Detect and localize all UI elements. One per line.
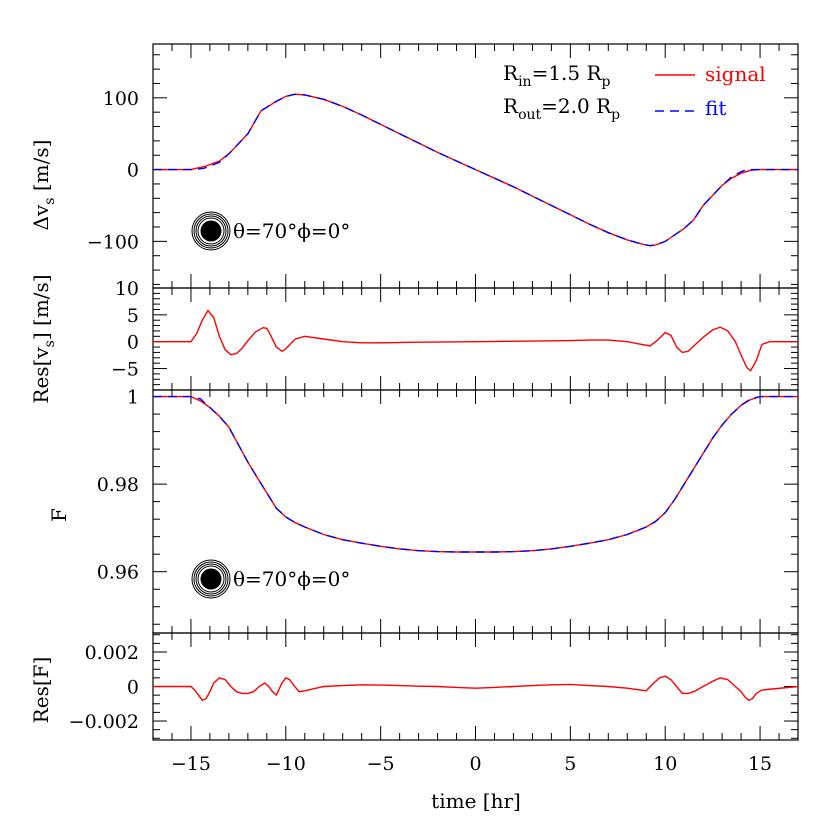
- x-tick-label: −15: [171, 753, 211, 775]
- y-tick-label: 0: [127, 332, 139, 354]
- velocity-panel: −100 0 100: [87, 43, 799, 289]
- planet-ring-icon: [191, 559, 231, 599]
- velocity-residual-panel: −5 0 5 10: [111, 278, 799, 391]
- plot-frame: [152, 43, 799, 289]
- planet-annotation-top: θ=70°ϕ=0°: [191, 211, 350, 251]
- x-tick-label: −10: [266, 753, 306, 775]
- angle-annotation: θ=70°ϕ=0°: [233, 219, 350, 243]
- y-tick-label: 1: [127, 387, 139, 409]
- y-tick-label: 5: [127, 305, 139, 327]
- y-tick-label: 0: [127, 160, 139, 182]
- ylabel-velocity: Δvs [m/s]: [29, 140, 58, 231]
- planet-ring-icon: [191, 211, 231, 251]
- flux-panel: 0.96 0.98 1: [97, 387, 799, 634]
- legend-fit-label: fit: [705, 96, 726, 120]
- x-tick-label: 5: [564, 753, 576, 775]
- plot-frame: [152, 389, 799, 634]
- ylabel-flux: F: [47, 508, 71, 522]
- y-tick-label: −0.002: [69, 711, 139, 733]
- ylabel-flux-residual: Res[F]: [29, 657, 53, 724]
- x-tick-label: 15: [748, 753, 772, 775]
- legend-r-in: Rin=1.5 Rp: [503, 61, 611, 90]
- x-tick-label: −5: [367, 753, 395, 775]
- y-tick-label: 0.98: [97, 474, 139, 496]
- angle-annotation: θ=70°ϕ=0°: [233, 567, 350, 591]
- y-tick-label: 0.002: [85, 642, 139, 664]
- residual-series-line: [153, 675, 798, 702]
- y-tick-label: 100: [103, 88, 139, 110]
- xlabel: time [hr]: [431, 789, 521, 813]
- y-tick-label: −100: [87, 231, 139, 253]
- residual-series-line: [153, 309, 798, 372]
- signal-series-line: [153, 395, 798, 553]
- legend-r-out: Rout=2.0 Rp: [503, 94, 620, 123]
- fit-series-line: [153, 395, 798, 553]
- flux-residual-panel: −0.002 0 0.002 −15 −10 −5 0 5 10 15: [69, 632, 799, 775]
- legend-signal-label: signal: [705, 62, 766, 86]
- ylabel-velocity-residual: Res[vs] [m/s]: [29, 274, 58, 403]
- legend: Rin=1.5 Rp signal Rout=2.0 Rp fit: [503, 61, 766, 123]
- plot-frame: [152, 632, 799, 741]
- x-tick-label: 0: [469, 753, 481, 775]
- planet-annotation-flux: θ=70°ϕ=0°: [191, 559, 350, 599]
- x-tick-label: 10: [653, 753, 677, 775]
- y-tick-label: −5: [111, 359, 139, 381]
- signal-series-line: [153, 93, 798, 247]
- y-tick-label: 0.96: [97, 562, 139, 584]
- y-tick-label: 10: [115, 278, 139, 300]
- y-tick-label: 0: [127, 677, 139, 699]
